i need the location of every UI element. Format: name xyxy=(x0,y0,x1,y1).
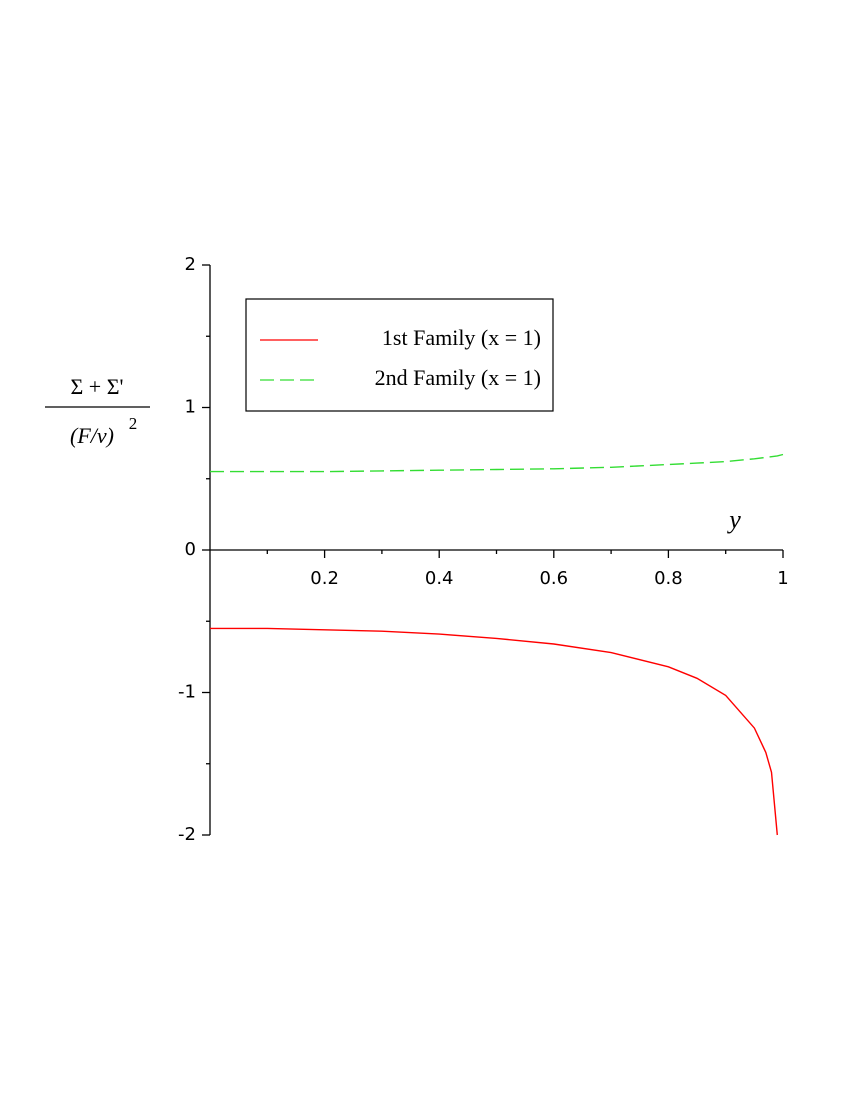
y-label-denominator: (F/v) xyxy=(70,423,114,448)
series-line xyxy=(210,453,784,473)
legend-box xyxy=(245,298,554,412)
y-tick-label: -1 xyxy=(178,682,196,703)
y-tick-label: -2 xyxy=(178,824,196,845)
y-label-numerator: Σ + Σ' xyxy=(71,374,124,399)
x-tick-label: 0.4 xyxy=(425,568,454,589)
series-line xyxy=(210,627,778,836)
legend-label: 1st Family (x = 1) xyxy=(382,325,541,350)
legend-label: 2nd Family (x = 1) xyxy=(375,365,541,390)
x-tick-label: 0.2 xyxy=(310,568,339,589)
y-tick-label: 0 xyxy=(185,539,196,560)
y-tick-label: 1 xyxy=(185,397,196,418)
y-label-exponent: 2 xyxy=(129,414,138,433)
y-tick-label: 2 xyxy=(185,254,196,275)
x-tick-label: 0.8 xyxy=(654,568,683,589)
x-tick-label: 0.6 xyxy=(539,568,568,589)
x-tick-label: 1 xyxy=(777,568,788,589)
x-label: y xyxy=(726,505,741,534)
